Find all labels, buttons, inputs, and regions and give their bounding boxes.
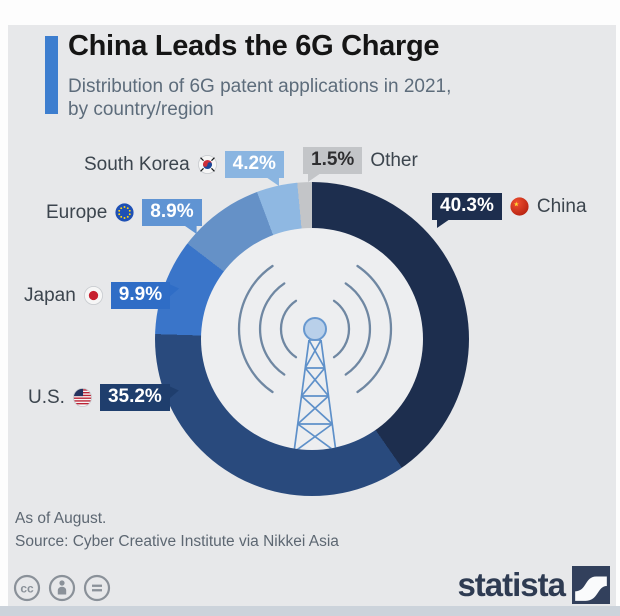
badge-south-korea: 4.2% (224, 151, 284, 186)
callout-other: 1.5% Other (303, 147, 418, 182)
svg-text:cc: cc (20, 582, 34, 596)
footnote: As of August. (15, 510, 107, 527)
badge-tail (308, 173, 321, 182)
label-china: China (536, 195, 587, 217)
label-other: Other (370, 149, 418, 171)
statista-brand[interactable]: statista (457, 566, 610, 604)
europe-flag-icon (115, 203, 134, 222)
japan-flag-icon (83, 286, 103, 305)
statista-logo-icon (572, 566, 610, 604)
label-europe: Europe (46, 201, 108, 223)
badge-other: 1.5% (303, 147, 363, 182)
badge-tail (168, 386, 179, 399)
license-icons: cc (13, 574, 111, 602)
badge-tail (265, 177, 279, 186)
page-title: China Leads the 6G Charge (68, 30, 440, 62)
callout-us: U.S. 35.2% (28, 384, 179, 411)
badge-tail (183, 225, 197, 234)
callout-japan: Japan 9.9% (24, 282, 180, 309)
tower-mast-icon (293, 339, 337, 450)
statista-wordmark: statista (457, 566, 566, 603)
us-flag-icon (72, 388, 92, 407)
donut-center (201, 228, 423, 450)
no-derivatives-icon[interactable] (83, 574, 111, 602)
label-us: U.S. (28, 386, 65, 408)
badge-europe: 8.9% (142, 199, 202, 234)
badge-tail (169, 284, 180, 297)
label-japan: Japan (24, 284, 76, 306)
signal-waves-icon (237, 264, 393, 394)
badge-china: 40.3% (432, 193, 502, 228)
attribution-icon[interactable] (48, 574, 76, 602)
title-accent-bar (45, 36, 58, 114)
radio-tower-icon (237, 264, 393, 450)
antenna-head-icon (303, 317, 327, 341)
south-korea-flag-icon (197, 155, 217, 174)
badge-tail (437, 219, 450, 228)
subtitle-line2: by country/region (68, 99, 214, 120)
subtitle-line1: Distribution of 6G patent applications i… (68, 76, 452, 97)
bottom-strip (0, 606, 620, 616)
badge-japan: 9.9% (110, 282, 180, 309)
page-subtitle: Distribution of 6G patent applications i… (68, 75, 451, 121)
china-flag-icon (510, 197, 529, 216)
callout-china: 40.3% China (432, 193, 587, 228)
badge-us: 35.2% (99, 384, 179, 411)
cc-icon[interactable]: cc (13, 574, 41, 602)
callout-europe: Europe 8.9% (46, 199, 202, 234)
callout-south-korea: South Korea 4.2% (84, 151, 284, 186)
label-south-korea: South Korea (84, 153, 190, 175)
source-line: Source: Cyber Creative Institute via Nik… (15, 533, 339, 550)
